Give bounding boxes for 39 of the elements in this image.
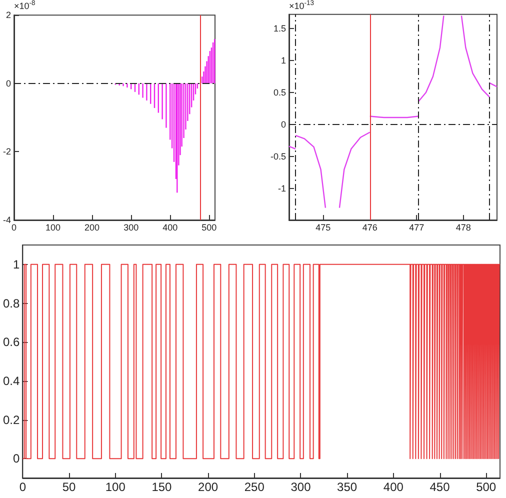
x-tick-label: 500 (476, 480, 496, 494)
x-tick-label: 100 (105, 480, 126, 494)
y-tick-label: -0.5 (270, 152, 286, 162)
x-tick-label: 476 (362, 222, 378, 232)
y-tick-label: 0.5 (273, 88, 286, 98)
y-tick-label: 0 (280, 120, 286, 130)
x-tick-label: 300 (124, 222, 139, 232)
x-tick-label: 477 (409, 222, 424, 232)
y-tick-label: 0.6 (2, 335, 20, 350)
line-series (294, 134, 326, 208)
x-tick-label: 475 (316, 222, 331, 232)
y-tick-label: 1.5 (273, 23, 286, 34)
x-tick-label: 50 (62, 480, 76, 494)
x-tick-label: 300 (290, 480, 312, 494)
x-tick-label: 450 (430, 480, 450, 494)
y-tick-label: -4 (2, 215, 11, 225)
y-tick-label: 0.8 (2, 296, 20, 310)
x-tick-label: 250 (244, 480, 265, 494)
x-tick-label: 400 (383, 480, 404, 494)
x-tick-label: 100 (46, 222, 61, 232)
y-tick-label: 1 (12, 257, 20, 272)
x-tick-label: 150 (152, 480, 172, 494)
y-tick-label: 1 (280, 56, 286, 66)
x-tick-label: 350 (337, 480, 358, 494)
y-tick-label: 0.4 (2, 374, 20, 388)
line-series (460, 15, 490, 98)
y-tick-label: 0 (12, 452, 20, 466)
y-tick-label: 0.2 (2, 412, 20, 427)
x-tick-label: 400 (162, 222, 178, 232)
x-tick-label: 478 (456, 222, 471, 232)
x-tick-label: 200 (198, 480, 218, 494)
y-tick-label: -1 (278, 184, 286, 194)
x-tick-label: 200 (84, 222, 100, 232)
y-tick-label: 2 (6, 10, 11, 20)
line-series (418, 15, 444, 102)
y-tick-label: 0 (6, 78, 11, 88)
x-tick-label: 500 (202, 222, 217, 232)
line-series (338, 132, 370, 208)
y-tick-label: -2 (2, 146, 11, 157)
